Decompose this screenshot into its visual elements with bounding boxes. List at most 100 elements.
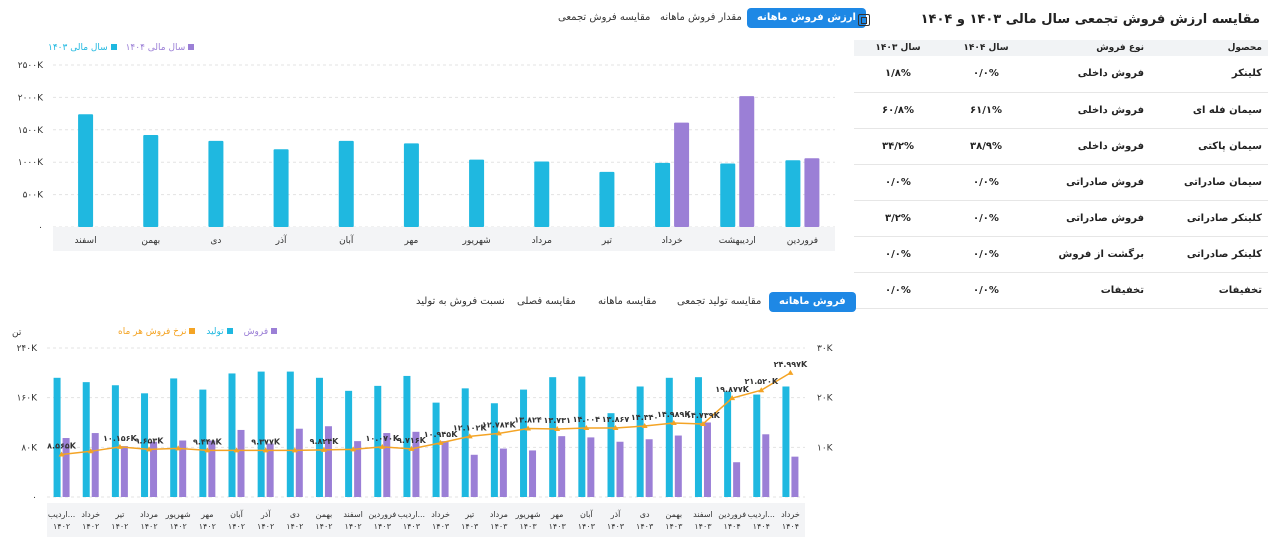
bar-sales	[441, 441, 449, 497]
bar-sales	[324, 426, 332, 497]
bar-sales	[208, 440, 216, 497]
cell-type: فروش صادراتی	[1030, 164, 1150, 201]
x-tick-label-month: آبان	[230, 509, 244, 519]
bar-1403	[469, 159, 485, 227]
rate-point	[612, 424, 619, 430]
table-row: سیمان فله ای فروش داخلی ۶۱/۱% ۶۰/۸%	[854, 92, 1268, 129]
bar-1403	[78, 114, 94, 227]
header-sale-type[interactable]: نوع فروش	[1030, 40, 1150, 56]
rate-point	[233, 447, 240, 453]
x-tick-label-month: اردیب...	[748, 510, 775, 519]
x-tick-label: دی	[210, 236, 221, 246]
tab-sales-to-production-ratio[interactable]: نسبت فروش به تولید	[416, 296, 505, 307]
y-tick-label: ۲۵۰۰K	[18, 61, 44, 71]
rate-point	[408, 445, 415, 451]
header-year-1403[interactable]: سال ۱۴۰۳	[854, 40, 942, 56]
bar-production	[578, 376, 586, 497]
x-tick-label: فروردین	[787, 236, 818, 246]
header-product[interactable]: محصول	[1150, 40, 1268, 56]
cell-product: کلینکر صادراتی	[1150, 236, 1268, 273]
cell-y1404: ۰/۰%	[942, 164, 1030, 201]
x-tick-label-month: اسفند	[693, 510, 713, 519]
y-tick-label: ۰	[38, 223, 43, 233]
tab-cumulative-sales-comparison[interactable]: مقایسه فروش تجمعی	[558, 12, 651, 23]
x-tick-label-month: تیر	[464, 510, 474, 519]
tab-monthly-sales-quantity[interactable]: مقدار فروش ماهانه	[660, 12, 742, 23]
x-tick-label-month: اسفند	[343, 510, 363, 519]
legend-label-1403: سال مالی ۱۴۰۳	[48, 43, 108, 53]
rate-data-label: ۱۴.۳۴۰	[631, 413, 658, 422]
bar-production	[432, 402, 440, 497]
cell-type: فروش صادراتی	[1030, 200, 1150, 237]
x-tick-label-year: ۱۴۰۳	[403, 522, 421, 531]
bar-sales	[645, 439, 653, 497]
x-axis-band	[47, 503, 805, 537]
cell-y1403: ۶۰/۸%	[854, 92, 942, 129]
y-axis-unit-label: تن	[12, 328, 22, 338]
rate-point	[729, 395, 736, 401]
cell-y1403: ۰/۰%	[854, 236, 942, 273]
legend-swatch-1403	[110, 44, 117, 50]
bar-sales	[587, 437, 595, 497]
x-tick-label-month: خرداد	[781, 510, 800, 519]
tab-cumulative-production[interactable]: مقایسه تولید تجمعی	[677, 296, 762, 307]
y-right-tick-label: ۱۰K	[817, 443, 834, 453]
bar-production	[403, 375, 411, 497]
cell-type: تخفیفات	[1030, 272, 1150, 309]
rate-data-label: ۹.۸۲۴K	[310, 437, 340, 446]
x-tick-label-month: شهریور	[515, 510, 541, 519]
cell-product: سیمان صادراتی	[1150, 164, 1268, 201]
x-tick-label-month: اردیب...	[398, 510, 425, 519]
monthly-sales-value-chart: ۰ ۵۰۰K ۱۰۰۰K ۱۵۰۰K ۲۰۰۰K ۲۵۰۰K فروردین اردیبهشت…	[18, 61, 835, 251]
x-tick-label-month: شهریور	[165, 510, 191, 519]
x-tick-label-year: ۱۴۰۳	[665, 522, 683, 531]
bar-1404	[804, 158, 820, 227]
rate-point	[466, 433, 473, 439]
tab-seasonal-comparison[interactable]: مقایسه فصلی	[517, 296, 576, 307]
rate-point	[320, 446, 327, 452]
tab-monthly-sales[interactable]: فروش ماهانه	[769, 292, 856, 312]
panel-title: مقایسه ارزش فروش تجمعی سال مالی ۱۴۰۳ و ۱…	[920, 12, 1260, 27]
header-year-1404[interactable]: سال ۱۴۰۴	[942, 40, 1030, 56]
bar-sales	[703, 422, 711, 497]
rate-data-label: ۹.۷۱۶K	[397, 436, 427, 445]
bar-production	[636, 386, 644, 497]
cell-y1403: ۰/۰%	[854, 272, 942, 309]
monthly-sales-production-chart: تن ۰ ۸۰K ۱۶۰K ۲۴۰K ۱۰K ۲۰K ۳۰K اردیب... ۱۴۰۲ خرداد…	[12, 328, 834, 537]
legend-swatch-sales	[271, 328, 278, 334]
rate-data-label: ۹.۳۷۷K	[251, 437, 281, 446]
rate-point	[379, 443, 386, 449]
export-icon[interactable]	[858, 14, 870, 26]
rate-point	[758, 387, 765, 393]
x-tick-label-year: ۱۴۰۳	[519, 522, 537, 531]
bar-sales	[237, 429, 245, 497]
x-tick-label: خرداد	[662, 236, 683, 246]
x-tick-label-month: مهر	[200, 510, 213, 519]
bar-1403	[273, 149, 289, 227]
top-chart-legend: سال مالی ۱۴۰۴ سال مالی ۱۴۰۳	[48, 43, 197, 53]
x-tick-label-year: ۱۴۰۲	[111, 522, 128, 531]
x-tick-label-year: ۱۴۰۳	[432, 522, 450, 531]
table-row: کلینکر صادراتی فروش صادراتی ۰/۰% ۳/۲%	[854, 200, 1268, 237]
bar-production	[520, 389, 528, 497]
y-tick-label: ۱۰۰۰K	[18, 158, 44, 168]
tab-monthly-sales-value[interactable]: ارزش فروش ماهانه	[747, 8, 866, 28]
bar-1403	[720, 163, 736, 227]
x-tick-label-year: ۱۴۰۲	[199, 522, 216, 531]
rate-data-label: ۱۲.۷۸۴K	[482, 420, 516, 429]
bar-production	[694, 377, 702, 497]
bar-sales	[150, 441, 158, 497]
bar-1403	[143, 134, 159, 227]
rate-point	[670, 419, 677, 425]
rate-point	[146, 446, 153, 452]
table-row: تخفیفات تخفیفات ۰/۰% ۰/۰%	[854, 272, 1268, 309]
rate-data-label: ۱۴.۰۰۴	[573, 415, 601, 424]
bar-1404	[739, 96, 755, 227]
rate-point	[554, 425, 561, 431]
tab-monthly-comparison[interactable]: مقایسه ماهانه	[598, 296, 657, 307]
x-tick-label-year: ۱۴۰۲	[228, 522, 245, 531]
rate-data-label: ۱۰.۰۷۰K	[365, 434, 399, 443]
rate-data-label: ۱۰.۹۴۵K	[424, 430, 458, 439]
x-tick-label-month: بهمن	[665, 510, 682, 519]
x-tick-label: مهر	[403, 236, 418, 246]
